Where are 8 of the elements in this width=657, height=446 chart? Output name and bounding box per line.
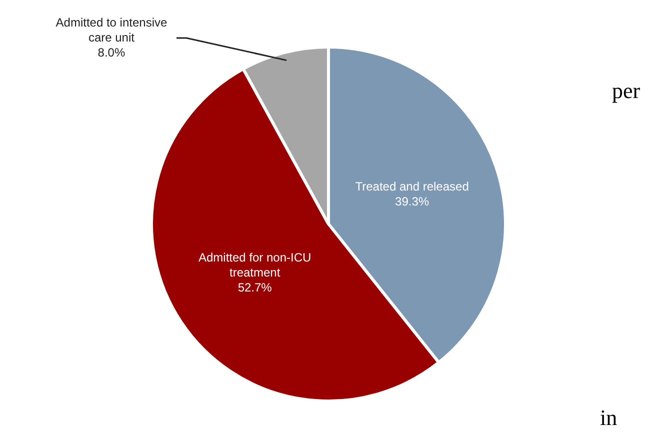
slice-label: Admitted to intensive care unit	[56, 15, 168, 44]
data-label: 52.7%	[238, 280, 272, 294]
text: in	[600, 405, 618, 431]
slice-label: Admitted for non-ICU treatment	[198, 250, 312, 280]
slice-label: Treated and released	[355, 180, 469, 194]
data-label: 8.0%	[98, 45, 126, 60]
data-label: 39.3%	[395, 194, 430, 209]
text: per	[612, 78, 640, 104]
